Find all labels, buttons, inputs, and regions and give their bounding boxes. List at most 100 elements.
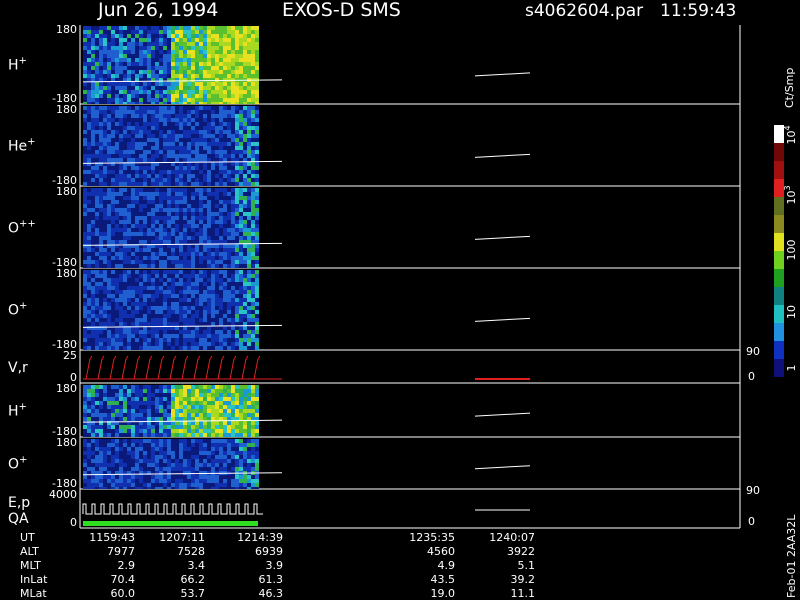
spectrogram-cell — [219, 150, 223, 154]
spectrogram-cell — [211, 70, 215, 74]
spectrogram-cell — [143, 58, 147, 62]
spectrogram-cell — [131, 314, 135, 318]
spectrogram-cell — [131, 298, 135, 302]
spectrogram-cell — [243, 421, 247, 425]
spectrogram-cell — [119, 204, 123, 208]
spectrogram-cell — [115, 90, 119, 94]
spectrogram-cell — [239, 447, 243, 451]
spectrogram-cell — [147, 479, 151, 483]
sawtooth — [229, 355, 237, 380]
spectrogram-cell — [139, 26, 143, 30]
spectrogram-cell — [243, 240, 247, 244]
spectrogram-cell — [83, 30, 87, 34]
spectrogram-cell — [211, 334, 215, 338]
spectrogram-cell — [111, 110, 115, 114]
spectrogram-cell — [215, 417, 219, 421]
spectrogram-cell — [223, 433, 227, 437]
spectrogram-cell — [135, 318, 139, 322]
spectrogram-cell — [83, 330, 87, 334]
spectrogram-cell — [191, 393, 195, 397]
spectrogram-cell — [131, 260, 135, 264]
trace — [82, 242, 283, 246]
spectrogram-cell — [99, 192, 103, 196]
spectrogram-cell — [127, 232, 131, 236]
spectrogram-cell — [231, 326, 235, 330]
spectrogram-cell — [203, 170, 207, 174]
spectrogram-cell — [163, 334, 167, 338]
spectrogram-cell — [223, 204, 227, 208]
spectrogram-cell — [175, 459, 179, 463]
spectrogram-cell — [127, 302, 131, 306]
spectrogram-cell — [87, 385, 91, 389]
spectrogram-cell — [227, 106, 231, 110]
spectrogram-cell — [255, 62, 259, 66]
spectrogram-cell — [123, 58, 127, 62]
spectrogram-cell — [87, 240, 91, 244]
spectrogram-cell — [115, 216, 119, 220]
spectrogram-cell — [127, 118, 131, 122]
spectrogram-cell — [127, 397, 131, 401]
tick-right: 0 — [748, 370, 755, 383]
spectrogram-cell — [95, 90, 99, 94]
spectrogram-cell — [211, 286, 215, 290]
spectrogram-cell — [247, 409, 251, 413]
spectrogram-cell — [175, 122, 179, 126]
spectrogram-cell — [163, 208, 167, 212]
spectrogram-cell — [231, 50, 235, 54]
spectrogram-cell — [127, 322, 131, 326]
spectrogram-cell — [171, 463, 175, 467]
spectrogram-cell — [191, 425, 195, 429]
spectrogram-cell — [147, 134, 151, 138]
spectrogram-cell — [83, 483, 87, 487]
spectrogram-cell — [227, 248, 231, 252]
spectrogram-cell — [179, 282, 183, 286]
spectrogram-cell — [103, 94, 107, 98]
spectrogram-cell — [195, 401, 199, 405]
spectrogram-cell — [83, 467, 87, 471]
spectrogram-cell — [199, 102, 203, 104]
spectrogram-cell — [203, 290, 207, 294]
spectrogram-cell — [91, 182, 95, 186]
spectrogram-cell — [207, 467, 211, 471]
spectrogram-cell — [231, 278, 235, 282]
spectrogram-cell — [139, 298, 143, 302]
spectrogram-cell — [199, 110, 203, 114]
spectrogram-cell — [231, 188, 235, 192]
spectrogram-cell — [223, 158, 227, 162]
spectrogram-cell — [127, 146, 131, 150]
spectrogram-cell — [207, 417, 211, 421]
spectrogram-cell — [115, 166, 119, 170]
spectrogram-cell — [91, 170, 95, 174]
spectrogram-cell — [223, 102, 227, 104]
spectrogram-cell — [171, 50, 175, 54]
spectrogram-cell — [223, 270, 227, 274]
spectrogram-cell — [83, 38, 87, 42]
spectrogram-cell — [191, 106, 195, 110]
spectrogram-cell — [219, 397, 223, 401]
spectrogram-cell — [191, 90, 195, 94]
spectrogram-cell — [155, 326, 159, 330]
spectrogram-cell — [143, 122, 147, 126]
spectrogram-cell — [247, 467, 251, 471]
spectrogram-cell — [239, 42, 243, 46]
spectrogram-cell — [111, 346, 115, 350]
spectrogram-cell — [167, 433, 171, 437]
spectrogram-cell — [243, 322, 247, 326]
spectrogram-cell — [255, 413, 259, 417]
spectrogram-cell — [235, 483, 239, 487]
spectrogram-cell — [255, 86, 259, 90]
spectrogram-cell — [155, 322, 159, 326]
spectrogram-cell — [159, 467, 163, 471]
spectrogram-cell — [251, 98, 255, 102]
spectrogram-cell — [151, 192, 155, 196]
spectrogram-cell — [251, 110, 255, 114]
spectrogram-cell — [131, 306, 135, 310]
spectrogram-cell — [215, 130, 219, 134]
spectrogram-cell — [111, 166, 115, 170]
spectrogram-cell — [107, 346, 111, 350]
spectrogram-cell — [175, 110, 179, 114]
spectrogram-cell — [211, 248, 215, 252]
spectrogram-cell — [187, 447, 191, 451]
spectrogram-cell — [115, 455, 119, 459]
spectrogram-cell — [155, 425, 159, 429]
